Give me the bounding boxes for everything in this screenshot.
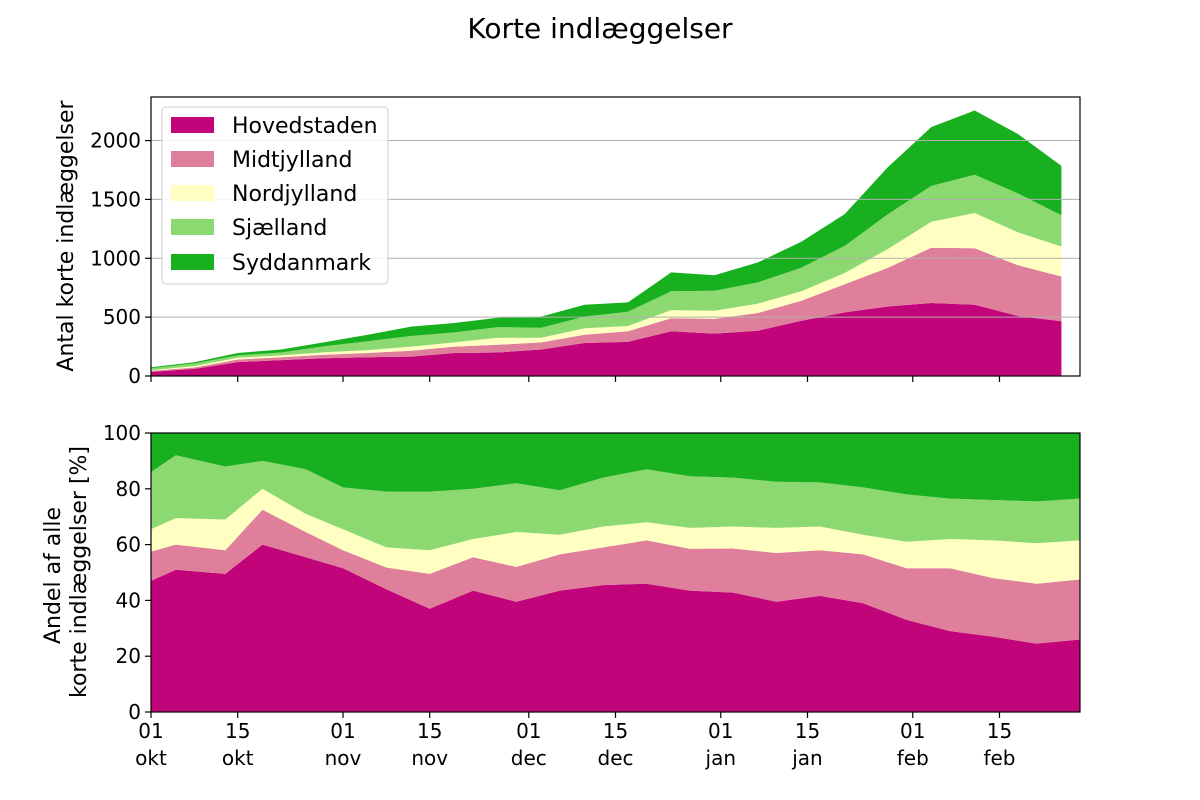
bottom-area-sjaelland: [151, 455, 1080, 551]
x-tick-label-day: 01: [138, 719, 163, 743]
x-tick-label-day: 01: [708, 719, 733, 743]
top-area-midtjylland: [151, 247, 1062, 372]
legend-swatch-sjaelland: [171, 219, 214, 235]
figure-title: Korte indlæggelser: [467, 12, 733, 45]
top-y-tick-label: 500: [103, 305, 141, 329]
x-tick-label-month: feb: [983, 746, 1015, 770]
bottom-y-tick-label: 60: [116, 533, 141, 557]
legend-swatch-nordjylland: [171, 185, 214, 201]
legend-swatch-syddanmark: [171, 254, 214, 270]
top-area-syddanmark: [151, 110, 1062, 369]
bottom-y-axis-label-line-2: korte indlæggelser [%]: [67, 446, 92, 698]
x-tick-label-day: 15: [225, 719, 250, 743]
legend-swatch-midtjylland: [171, 151, 214, 167]
top-y-axis-label: Antal korte indlæggelser: [54, 99, 79, 371]
legend-item-hovedstaden: Hovedstaden: [171, 114, 378, 139]
x-tick-label-month: feb: [897, 746, 929, 770]
x-tick-label-day: 15: [987, 719, 1012, 743]
x-tick-label-day: 01: [330, 719, 355, 743]
top-stacked-areas: [151, 110, 1062, 376]
legend-label-nordjylland: Nordjylland: [232, 182, 357, 207]
legend-item-midtjylland: Midtjylland: [171, 148, 352, 173]
x-tick-label-day: 15: [795, 719, 820, 743]
x-tick-label-day: 15: [603, 719, 628, 743]
bottom-area-midtjylland: [151, 509, 1080, 644]
legend-item-sjaelland: Sjælland: [171, 216, 327, 241]
bottom-plot-frame: [150, 432, 1081, 713]
top-x-ticks: [150, 376, 1001, 382]
bottom-area-hovedstaden: [151, 544, 1080, 712]
legend-label-midtjylland: Midtjylland: [232, 148, 352, 173]
top-area-nordjylland: [151, 213, 1062, 371]
legend-frame: [161, 106, 389, 285]
legend-item-syddanmark: Syddanmark: [171, 251, 371, 276]
legend-swatch-hovedstaden: [171, 117, 214, 133]
x-tick-label-month: jan: [705, 746, 737, 770]
x-tick-label-month: nov: [325, 746, 362, 770]
bottom-area-syddanmark: [151, 433, 1080, 502]
top-y-tick-label: 0: [128, 364, 141, 388]
top-area-hovedstaden: [151, 303, 1062, 376]
bottom-y-tick-label: 20: [116, 644, 141, 668]
bottom-y-tick-label: 80: [116, 477, 141, 501]
bottom-y-tick-label: 40: [116, 588, 141, 612]
top-plot-frame: [150, 96, 1081, 377]
x-tick-label-month: jan: [791, 746, 823, 770]
legend-label-syddanmark: Syddanmark: [232, 251, 371, 276]
legend-label-sjaelland: Sjælland: [232, 216, 327, 241]
bottom-y-ticks: 0 20 40 60 80 100: [103, 421, 151, 724]
bottom-x-ticks: 01 okt 15 okt 01 nov 15 nov 01 dec 15 dec 01 jan 15 jan…: [135, 712, 1016, 770]
x-tick-label-day: 01: [900, 719, 925, 743]
bottom-stacked-areas: [151, 433, 1080, 712]
x-tick-label-day: 01: [516, 719, 541, 743]
top-y-tick-label: 2000: [90, 129, 141, 153]
x-tick-label-day: 15: [417, 719, 442, 743]
bottom-panel-shares: 0 20 40 60 80 100 01 okt 15 okt 01 nov 15 nov 01 dec 15…: [41, 421, 1081, 770]
bottom-y-tick-label: 0: [128, 700, 141, 724]
top-panel-counts: 0 500 1000 1500 2000 Antal korte indlæggelse…: [54, 96, 1081, 388]
x-tick-label-month: dec: [511, 746, 547, 770]
bottom-area-nordjylland: [151, 488, 1080, 584]
bottom-y-axis-label: Andel af alle korte indlæggelser [%]: [41, 446, 92, 698]
top-y-tick-label: 1000: [90, 246, 141, 270]
top-area-sjaelland: [151, 174, 1062, 371]
legend: Hovedstaden Midtjylland Nordjylland Sjæl…: [161, 106, 389, 285]
top-y-ticks: 0 500 1000 1500 2000: [90, 129, 151, 388]
x-tick-label-month: nov: [411, 746, 448, 770]
legend-item-nordjylland: Nordjylland: [171, 182, 357, 207]
x-tick-label-month: okt: [222, 746, 254, 770]
x-tick-label-month: dec: [598, 746, 634, 770]
bottom-y-axis-label-line-1: Andel af alle: [41, 507, 66, 644]
bottom-y-tick-label: 100: [103, 421, 141, 445]
top-y-tick-label: 1500: [90, 187, 141, 211]
legend-label-hovedstaden: Hovedstaden: [232, 114, 378, 139]
x-tick-label-month: okt: [135, 746, 167, 770]
